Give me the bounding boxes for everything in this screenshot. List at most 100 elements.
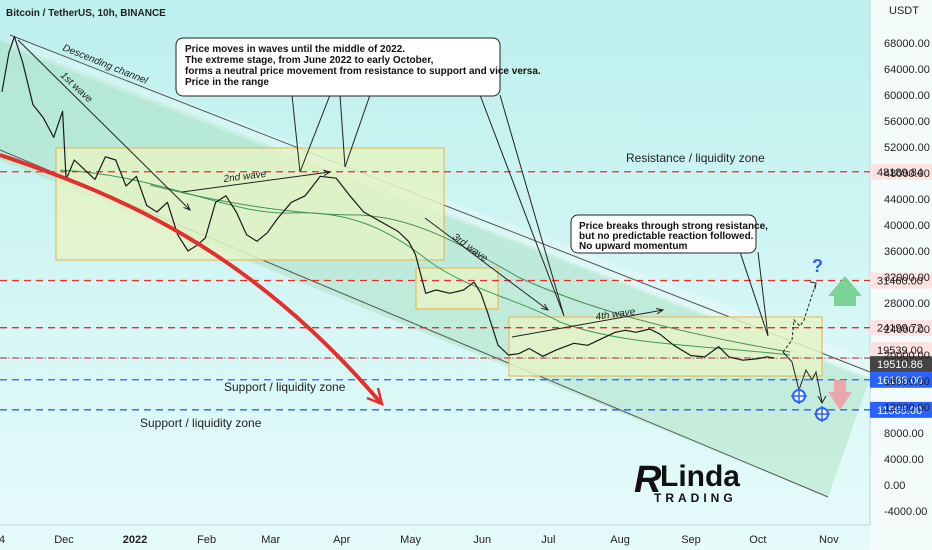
price-badge-label: 19510.86 xyxy=(877,359,923,371)
main-annotation-line-2: The extreme stage, from June 2022 to ear… xyxy=(185,55,434,66)
target-marker-1 xyxy=(791,388,807,404)
currency-label: USDT xyxy=(889,5,919,17)
main-box-pointer-2 xyxy=(339,94,371,168)
y-tick-label: 36000.00 xyxy=(884,246,930,258)
y-tick-label: 16000.00 xyxy=(884,376,930,388)
y-tick-label: 48000.00 xyxy=(884,168,930,180)
x-tick-label: May xyxy=(400,534,421,546)
price-badge-bg xyxy=(870,163,932,180)
wave2-arrow xyxy=(181,171,331,193)
support-zone-label-1: Support / liquidity zone xyxy=(224,380,346,394)
target-marker-2 xyxy=(814,406,830,422)
question-mark-label: ? xyxy=(812,256,823,276)
main-annotation-line-3: forms a neutral price movement from resi… xyxy=(185,66,541,77)
price-badge-5: 19510.86 xyxy=(870,356,932,373)
support-zone-label-2: Support / liquidity zone xyxy=(140,416,262,430)
y-tick-label: 4000.00 xyxy=(884,454,924,466)
wave3-arrow-head xyxy=(541,303,550,311)
red-curve-arrowhead xyxy=(366,387,384,407)
y-tick-label: 12000.00 xyxy=(884,402,930,414)
price-badge-label: 16188.00 xyxy=(877,375,923,387)
wave3-arrow xyxy=(424,217,549,311)
main-annotation-line-1: Price moves in waves until the middle of… xyxy=(185,44,405,55)
y-tick-label: 8000.00 xyxy=(884,428,924,440)
price-badge-4: 19539.00 xyxy=(870,341,932,358)
levels-layer xyxy=(0,171,870,411)
range-box-1 xyxy=(55,147,445,261)
price-badge-label: 48189.84 xyxy=(877,167,923,179)
resistance-zone-label: Resistance / liquidity zone xyxy=(626,151,765,165)
brand-name: Linda xyxy=(660,460,740,493)
y-tick-label: 68000.00 xyxy=(884,38,930,50)
y-tick-label: 40000.00 xyxy=(884,220,930,232)
price-badge-bg xyxy=(870,341,932,358)
range-box-2 xyxy=(415,267,499,310)
price-badge-bg xyxy=(870,319,932,336)
chart-title: Bitcoin / TetherUS, 10h, BINANCE xyxy=(6,8,166,19)
x-tick-label: Dec xyxy=(54,534,74,546)
break-annotation-line-3: No upward momentum xyxy=(579,241,687,252)
main-box-pointer-3 xyxy=(479,94,565,317)
projection-up xyxy=(782,282,817,353)
projection-up-head xyxy=(809,281,817,290)
y-tick-label: 60000.00 xyxy=(884,90,930,102)
x-tick-label: Feb xyxy=(197,534,216,546)
pink-down-arrow xyxy=(828,380,852,410)
wave2-label: 2nd wave xyxy=(222,169,267,185)
x-tick-label: 4 xyxy=(0,534,5,546)
axis-layer: 48189.84 31460.00 24199.72 19539.00 19510.86… xyxy=(0,38,932,546)
brand-sub: TRADING xyxy=(654,491,737,505)
price-line xyxy=(1,35,774,361)
break-annotation-line-2: but no predictable reaction followed. xyxy=(579,231,754,242)
moving-average-2 xyxy=(149,184,791,353)
price-layer xyxy=(1,35,830,422)
y-tick-label: 32000.00 xyxy=(884,272,930,284)
projection-down-head xyxy=(817,395,827,405)
wave4-arrow xyxy=(511,309,664,338)
price-badge-label: 24199.72 xyxy=(877,323,923,335)
range-box-3 xyxy=(508,316,823,377)
y-tick-label: 56000.00 xyxy=(884,116,930,128)
break-box-pointer xyxy=(739,251,769,337)
price-badge-label: 31460.00 xyxy=(877,276,923,288)
y-tick-label: -4000.00 xyxy=(884,506,927,518)
x-tick-label: Jun xyxy=(473,534,491,546)
x-tick-label: 2022 xyxy=(123,534,147,546)
wave2-arrow-head xyxy=(323,169,332,176)
break-annotation-box xyxy=(570,214,757,254)
wave1-arrow xyxy=(17,39,191,211)
wave4-arrow-head xyxy=(656,307,665,315)
x-tick-label: Apr xyxy=(333,534,350,546)
price-badge-6: 16188.00 xyxy=(870,371,932,388)
y-tick-label: 20000.00 xyxy=(884,350,930,362)
price-badge-2: 31460.00 xyxy=(870,272,932,289)
x-tick-label: Oct xyxy=(749,534,766,546)
x-tick-label: Jul xyxy=(541,534,555,546)
y-tick-label: 28000.00 xyxy=(884,298,930,310)
x-tick-label: Nov xyxy=(819,534,839,546)
y-tick-label: 44000.00 xyxy=(884,194,930,206)
red-curve-arrow xyxy=(0,153,382,404)
price-badge-bg xyxy=(870,371,932,388)
y-tick-label: 52000.00 xyxy=(884,142,930,154)
brand-initial: R xyxy=(634,459,662,501)
price-badge-bg xyxy=(870,356,932,373)
price-badge-bg xyxy=(870,401,932,418)
projection-down xyxy=(782,351,823,403)
y-tick-label: 64000.00 xyxy=(884,64,930,76)
main-annotation-box xyxy=(175,37,501,97)
price-badge-bg xyxy=(870,272,932,289)
main-box-pointer-1 xyxy=(291,94,331,173)
y-tick-label: 24000.00 xyxy=(884,324,930,336)
wave1-arrow-head xyxy=(183,203,191,211)
y-tick-label: 0.00 xyxy=(884,480,905,492)
price-badge-1: 48189.84 xyxy=(870,163,932,180)
price-badge-3: 24199.72 xyxy=(870,319,932,336)
main-annotation-line-4: Price in the range xyxy=(185,77,269,88)
x-tick-label: Mar xyxy=(261,534,280,546)
price-badge-7: 11565.00 xyxy=(870,401,932,418)
green-up-arrow xyxy=(828,276,862,306)
